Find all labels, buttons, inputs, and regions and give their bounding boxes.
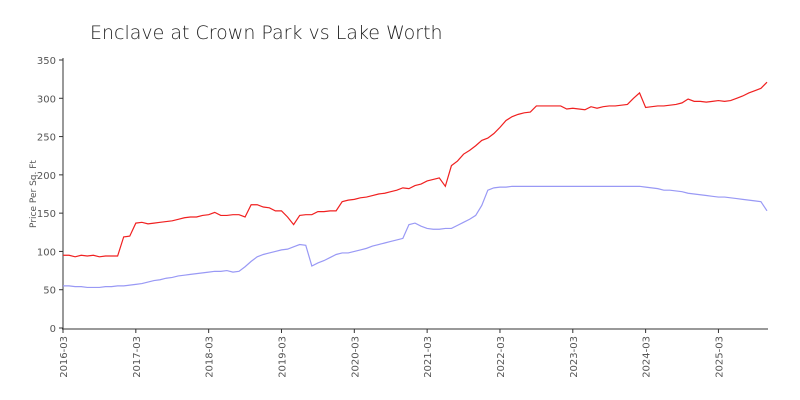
y-tick-label: 200 xyxy=(37,171,56,182)
x-tick-label: 2021-03 xyxy=(423,336,434,378)
x-tick-label: 2019-03 xyxy=(277,336,288,378)
x-tick-label: 2016-03 xyxy=(59,336,70,378)
y-tick-label: 300 xyxy=(37,94,56,105)
y-tick-label: 0 xyxy=(50,324,56,335)
series-line xyxy=(63,81,768,258)
y-tick-label: 250 xyxy=(37,133,56,144)
y-tick-label: 100 xyxy=(37,247,56,258)
x-tick-label: 2017-03 xyxy=(132,336,143,378)
x-tick-label: 2025-03 xyxy=(714,336,725,378)
y-tick-label: 50 xyxy=(43,286,56,297)
x-tick-label: 2020-03 xyxy=(350,336,361,378)
x-tick-label: 2024-03 xyxy=(642,336,653,378)
x-tick-label: 2022-03 xyxy=(496,336,507,378)
y-axis-label: Price Per Sq. Ft xyxy=(29,160,39,228)
y-tick-label: 350 xyxy=(37,56,56,67)
chart-title: Enclave at Crown Park vs Lake Worth xyxy=(90,22,443,44)
series-line xyxy=(63,185,768,289)
x-tick-label: 2018-03 xyxy=(205,336,216,378)
x-tick-label: 2023-03 xyxy=(569,336,580,378)
y-tick-label: 150 xyxy=(37,209,56,220)
